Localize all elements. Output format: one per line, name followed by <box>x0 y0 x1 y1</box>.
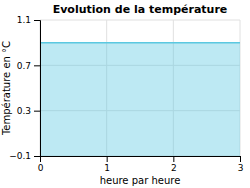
x-axis: 0 1 2 3 <box>38 156 244 173</box>
tick-mark <box>34 65 40 66</box>
tick-label: −0.1 <box>9 151 31 161</box>
axis-line <box>34 21 41 157</box>
tick: 0 <box>38 156 44 173</box>
marks <box>40 43 240 156</box>
tick-mark <box>107 156 108 162</box>
tick: 0.7 <box>17 61 40 71</box>
grid-line <box>40 20 240 21</box>
tick-label: 0.3 <box>17 106 31 116</box>
line <box>40 42 240 44</box>
axis-line <box>41 157 241 163</box>
area <box>40 43 240 156</box>
tick-mark <box>34 111 40 112</box>
tick-label: 1 <box>104 163 110 173</box>
grid <box>40 20 240 156</box>
chart: 0 1 2 3 −0.1 0.3 0.7 1.1 Evolution de la tempéra… <box>0 0 250 188</box>
tick-mark <box>240 156 241 162</box>
tick: −0.1 <box>9 151 40 161</box>
title: Evolution de la température <box>53 3 228 16</box>
tick-label: 2 <box>171 163 177 173</box>
tick: 0.3 <box>17 106 40 116</box>
tick-label: 0 <box>38 163 44 173</box>
y-axis: −0.1 0.3 0.7 1.1 <box>9 15 40 161</box>
tick-mark <box>34 156 40 157</box>
tick: 1 <box>104 156 110 173</box>
tick-mark <box>34 20 40 21</box>
tick-label: 1.1 <box>17 15 31 25</box>
y-axis-title: Température en °C <box>1 41 12 136</box>
plot: 0 1 2 3 −0.1 0.3 0.7 1.1 <box>9 15 243 173</box>
x-axis-title: heure par heure <box>100 175 181 186</box>
tick: 3 <box>238 156 244 173</box>
tick: 2 <box>171 156 177 173</box>
tick-label: 0.7 <box>17 61 31 71</box>
tick-label: 3 <box>238 163 244 173</box>
tick: 1.1 <box>17 15 40 25</box>
tick-mark <box>173 156 174 162</box>
